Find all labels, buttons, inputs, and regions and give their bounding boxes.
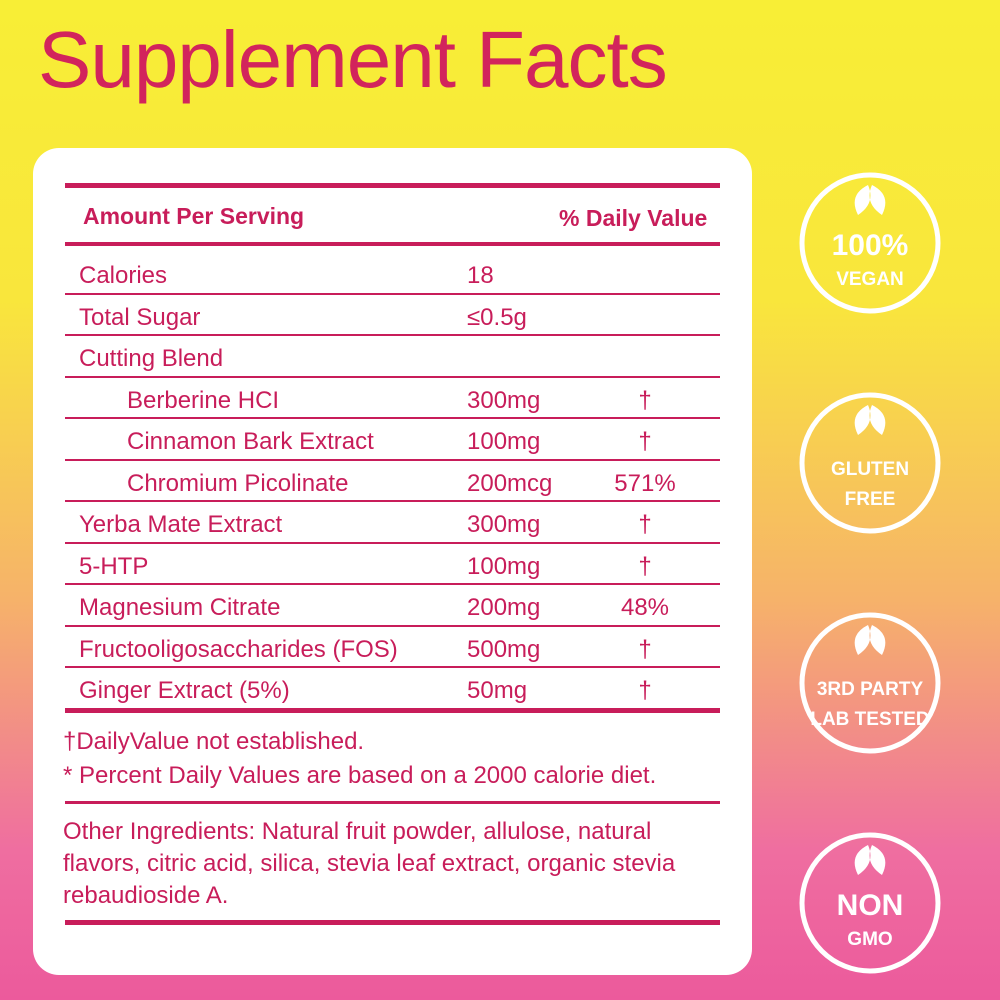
rule bbox=[65, 541, 720, 544]
row-daily-value: † bbox=[638, 552, 652, 580]
row-name: Calories bbox=[79, 262, 168, 289]
rule bbox=[65, 375, 720, 378]
row-daily-value: † bbox=[638, 635, 652, 663]
row-amount: 100mg bbox=[467, 552, 541, 580]
title: Supplement Facts bbox=[38, 15, 668, 104]
row-amount: ≤0.5g bbox=[467, 303, 527, 331]
badge-text: LAB TESTED bbox=[810, 709, 929, 730]
rule bbox=[65, 458, 720, 461]
badge-ring bbox=[799, 392, 941, 534]
badge-ring bbox=[799, 832, 941, 974]
row-daily-value: 48% bbox=[620, 594, 670, 621]
rule bbox=[65, 292, 720, 295]
rule bbox=[65, 183, 720, 188]
row-name: Ginger Extract (5%) bbox=[79, 677, 290, 704]
row-name: Chromium Picolinate bbox=[127, 469, 349, 497]
row-amount: 50mg bbox=[467, 677, 528, 704]
row-amount: 200mcg bbox=[467, 469, 553, 497]
row-daily-value: 571% bbox=[614, 469, 676, 497]
badge-icon bbox=[854, 625, 886, 655]
row-amount: 500mg bbox=[467, 635, 541, 663]
row-amount: 300mg bbox=[467, 511, 541, 538]
badge-icon bbox=[854, 405, 886, 435]
row-amount: 100mg bbox=[467, 428, 541, 455]
badges: 100% VEGAN GLUTEN FREE 3RD PARTY LAB TESTED NO… bbox=[799, 172, 941, 974]
row-amount: 18 bbox=[467, 262, 494, 289]
badge-icon bbox=[854, 845, 886, 875]
rule bbox=[65, 801, 720, 804]
row-daily-value: † bbox=[638, 428, 652, 455]
rule bbox=[65, 666, 720, 668]
row-daily-value: † bbox=[638, 386, 652, 414]
rule bbox=[65, 242, 720, 246]
rule bbox=[65, 920, 720, 925]
badge-ring bbox=[799, 172, 941, 314]
header-amount: Amount Per Serving bbox=[83, 203, 305, 229]
rule bbox=[65, 417, 720, 419]
rule bbox=[65, 708, 720, 713]
row-name: Yerba Mate Extract bbox=[79, 511, 283, 538]
row-name: Berberine HCI bbox=[127, 386, 280, 414]
row-name: Cutting Blend bbox=[79, 345, 224, 372]
row-amount: 200mg bbox=[467, 594, 541, 621]
badge-text: NON bbox=[837, 889, 904, 922]
badge-ring bbox=[799, 612, 941, 754]
facts-card: Amount Per Serving % Daily Value Calories 1… bbox=[33, 148, 752, 975]
badge-text: FREE bbox=[845, 489, 896, 510]
row-name: Total Sugar bbox=[79, 303, 201, 331]
other-ingredients: Other Ingredients: Natural fruit powder,… bbox=[63, 818, 676, 909]
row-name: Magnesium Citrate bbox=[79, 594, 281, 621]
badge-text: 3RD PARTY bbox=[817, 679, 924, 700]
row-name: Fructooligosaccharides (FOS) bbox=[79, 635, 398, 663]
row-daily-value: † bbox=[638, 511, 652, 538]
footnote: †DailyValue not established. bbox=[63, 728, 365, 755]
rule bbox=[65, 583, 720, 585]
header-daily-value: % Daily Value bbox=[559, 205, 708, 231]
rule bbox=[65, 334, 720, 336]
row-name: Cinnamon Bark Extract bbox=[127, 428, 374, 455]
badge-text: VEGAN bbox=[836, 269, 904, 290]
footnote: * Percent Daily Values are based on a 20… bbox=[63, 762, 657, 789]
badge-text: GLUTEN bbox=[831, 459, 909, 480]
badge-icon bbox=[854, 185, 886, 215]
badge-text: 100% bbox=[832, 229, 909, 262]
badge-text: GMO bbox=[847, 929, 892, 950]
rule bbox=[65, 500, 720, 502]
row-amount: 300mg bbox=[467, 386, 541, 414]
row-daily-value: † bbox=[638, 677, 652, 704]
row-name: 5-HTP bbox=[79, 552, 149, 580]
rule bbox=[65, 624, 720, 627]
